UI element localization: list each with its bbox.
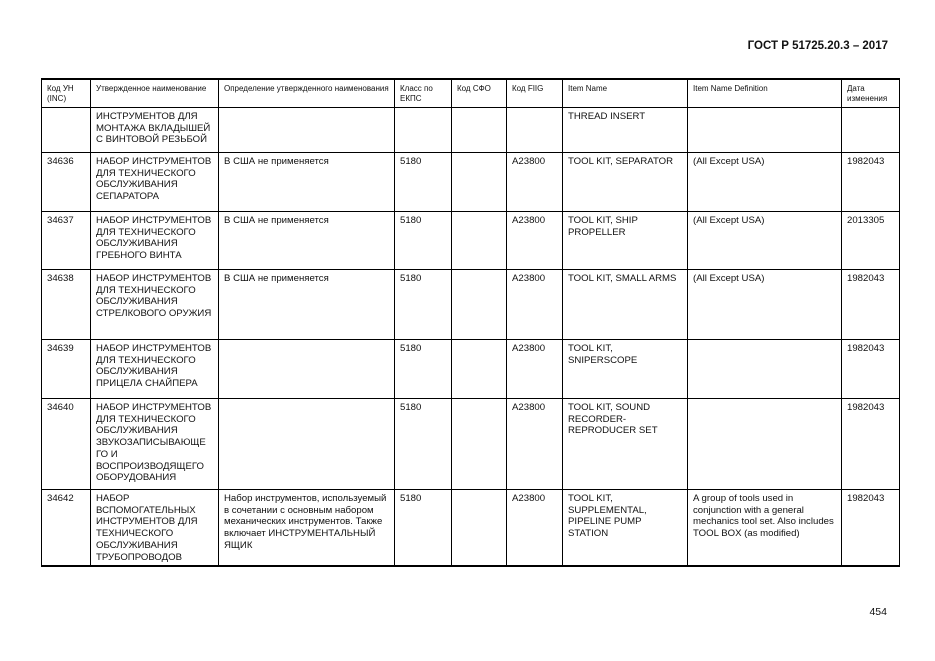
table-cell: 34638 (41, 269, 91, 340)
table-cell: TOOL KIT, SEPARATOR (562, 152, 688, 212)
table-cell: A23800 (506, 211, 563, 270)
table-cell: THREAD INSERT (562, 107, 688, 153)
table-cell: 1982043 (841, 489, 900, 567)
table-cell: TOOL KIT, SHIP PROPELLER (562, 211, 688, 270)
column-header: Код FIIG (506, 78, 563, 108)
table-row: 34637 НАБОР ИНСТРУМЕНТОВ ДЛЯ ТЕХНИЧЕСКОГО… (41, 211, 900, 270)
table-cell: 34640 (41, 398, 91, 490)
page-number: 454 (869, 606, 887, 618)
column-header: Item Name (562, 78, 688, 108)
table-cell (451, 152, 507, 212)
table-cell: НАБОР ИНСТРУМЕНТОВ ДЛЯ ТЕХНИЧЕСКОГО ОБСЛ… (90, 398, 219, 490)
table-cell: A23800 (506, 489, 563, 567)
table-cell (41, 107, 91, 153)
table-cell (451, 269, 507, 340)
table-cell (451, 107, 507, 153)
table-cell: 1982043 (841, 339, 900, 399)
table-cell (687, 398, 842, 490)
table-cell: 34637 (41, 211, 91, 270)
table-cell: A group of tools used in conjunction wit… (687, 489, 842, 567)
table-cell: В США не применяется (218, 152, 395, 212)
table-cell: A23800 (506, 339, 563, 399)
table-cell (451, 398, 507, 490)
table-cell: НАБОР ИНСТРУМЕНТОВ ДЛЯ ТЕХНИЧЕСКОГО ОБСЛ… (90, 152, 219, 212)
table-cell (451, 489, 507, 567)
table-cell: TOOL KIT, SNIPERSCOPE (562, 339, 688, 399)
table-row: 34642 НАБОР ВСПОМОГАТЕЛЬНЫХ ИНСТРУМЕНТОВ … (41, 489, 900, 567)
table-cell: В США не применяется (218, 269, 395, 340)
column-header: Дата изменения (841, 78, 900, 108)
table-cell: НАБОР ВСПОМОГАТЕЛЬНЫХ ИНСТРУМЕНТОВ ДЛЯ Т… (90, 489, 219, 567)
table-cell (841, 107, 900, 153)
table-cell (218, 398, 395, 490)
table-header-row: Код УН (INC) Утвержденное наименование Опр… (41, 78, 900, 108)
catalog-table: Код УН (INC) Утвержденное наименование Опр… (41, 78, 900, 568)
table-cell: TOOL KIT, SUPPLEMENTAL, PIPELINE PUMP ST… (562, 489, 688, 567)
table-cell: 2013305 (841, 211, 900, 270)
table-cell (687, 339, 842, 399)
table-cell: НАБОР ИНСТРУМЕНТОВ ДЛЯ ТЕХНИЧЕСКОГО ОБСЛ… (90, 269, 219, 340)
column-header: Код СФО (451, 78, 507, 108)
table-row: 34640 НАБОР ИНСТРУМЕНТОВ ДЛЯ ТЕХНИЧЕСКОГО… (41, 398, 900, 490)
table-cell (394, 107, 452, 153)
table-cell: (All Except USA) (687, 211, 842, 270)
table-cell: 5180 (394, 152, 452, 212)
table-cell: 1982043 (841, 398, 900, 490)
table-cell: НАБОР ИНСТРУМЕНТОВ ДЛЯ ТЕХНИЧЕСКОГО ОБСЛ… (90, 339, 219, 399)
table-cell (451, 339, 507, 399)
table-cell: 5180 (394, 489, 452, 567)
table-cell (218, 107, 395, 153)
column-header: Item Name Definition (687, 78, 842, 108)
table-cell: 1982043 (841, 269, 900, 340)
table-cell: 5180 (394, 211, 452, 270)
table-cell: В США не применяется (218, 211, 395, 270)
table-cell: TOOL KIT, SOUND RECORDER-REPRODUCER SET (562, 398, 688, 490)
column-header: Код УН (INC) (41, 78, 91, 108)
table-row: 34636 НАБОР ИНСТРУМЕНТОВ ДЛЯ ТЕХНИЧЕСКОГО… (41, 152, 900, 212)
column-header: Утвержденное наименование (90, 78, 219, 108)
table-row: ИНСТРУМЕНТОВ ДЛЯ МОНТАЖА ВКЛАДЫШЕЙ С ВИН… (41, 107, 900, 153)
table-row: 34639 НАБОР ИНСТРУМЕНТОВ ДЛЯ ТЕХНИЧЕСКОГО… (41, 339, 900, 399)
table-cell: 1982043 (841, 152, 900, 212)
table-cell: 5180 (394, 269, 452, 340)
document-id: ГОСТ Р 51725.20.3 – 2017 (747, 40, 888, 52)
column-header: Определение утвержденного наименования (218, 78, 395, 108)
table-cell (218, 339, 395, 399)
table-cell: Набор инструментов, используемый в сочет… (218, 489, 395, 567)
table-cell (687, 107, 842, 153)
table-cell: A23800 (506, 398, 563, 490)
table-cell: 5180 (394, 339, 452, 399)
table-cell: (All Except USA) (687, 152, 842, 212)
table-cell: 34642 (41, 489, 91, 567)
table-cell: НАБОР ИНСТРУМЕНТОВ ДЛЯ ТЕХНИЧЕСКОГО ОБСЛ… (90, 211, 219, 270)
table-cell: 34639 (41, 339, 91, 399)
table-cell: A23800 (506, 269, 563, 340)
table-cell: (All Except USA) (687, 269, 842, 340)
table-cell: TOOL KIT, SMALL ARMS (562, 269, 688, 340)
column-header: Класс по ЕКПС (394, 78, 452, 108)
table-cell: 34636 (41, 152, 91, 212)
table-cell (506, 107, 563, 153)
table-cell: A23800 (506, 152, 563, 212)
table-cell: ИНСТРУМЕНТОВ ДЛЯ МОНТАЖА ВКЛАДЫШЕЙ С ВИН… (90, 107, 219, 153)
table-cell (451, 211, 507, 270)
table-row: 34638 НАБОР ИНСТРУМЕНТОВ ДЛЯ ТЕХНИЧЕСКОГО… (41, 269, 900, 340)
table-cell: 5180 (394, 398, 452, 490)
